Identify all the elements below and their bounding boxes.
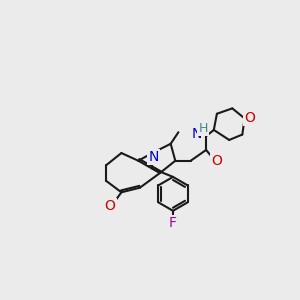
Text: N: N (148, 150, 159, 164)
Text: O: O (212, 154, 222, 168)
Text: O: O (244, 111, 255, 124)
Text: O: O (104, 199, 115, 213)
Text: H: H (198, 122, 208, 135)
Text: N: N (192, 127, 202, 141)
Text: F: F (169, 216, 177, 230)
